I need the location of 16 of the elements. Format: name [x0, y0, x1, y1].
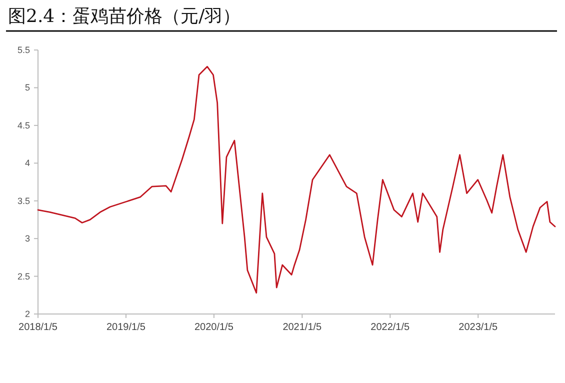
y-tick-label: 4.5 [17, 120, 30, 130]
y-tick-label: 4 [24, 158, 30, 168]
chart-title: 图2.4：蛋鸡苗价格（元/羽） [8, 6, 241, 27]
y-tick-label: 3.5 [17, 196, 30, 206]
y-tick-label: 2.5 [17, 271, 30, 282]
x-tick-label: 2022/1/5 [370, 322, 410, 333]
x-tick-label: 2023/1/5 [458, 322, 498, 333]
y-tick-label: 5.5 [17, 45, 30, 55]
y-tick-label: 5 [24, 82, 30, 93]
y-tick-label: 3 [24, 234, 30, 244]
line-series [37, 66, 556, 294]
x-tick-label: 2019/1/5 [106, 322, 146, 333]
x-tick-label: 2021/1/5 [282, 322, 322, 333]
y-tick-label: 2 [24, 309, 30, 319]
x-tick-label: 2020/1/5 [194, 322, 234, 333]
x-tick-label: 2018/1/5 [18, 322, 58, 333]
